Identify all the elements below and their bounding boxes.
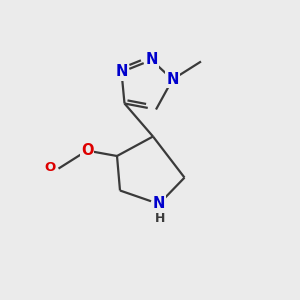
Text: N: N	[153, 196, 165, 211]
Text: O: O	[44, 160, 56, 174]
Text: N: N	[145, 52, 158, 68]
Text: N: N	[166, 72, 179, 87]
Text: H: H	[155, 212, 166, 225]
Text: N: N	[115, 64, 128, 80]
Text: O: O	[81, 143, 93, 158]
